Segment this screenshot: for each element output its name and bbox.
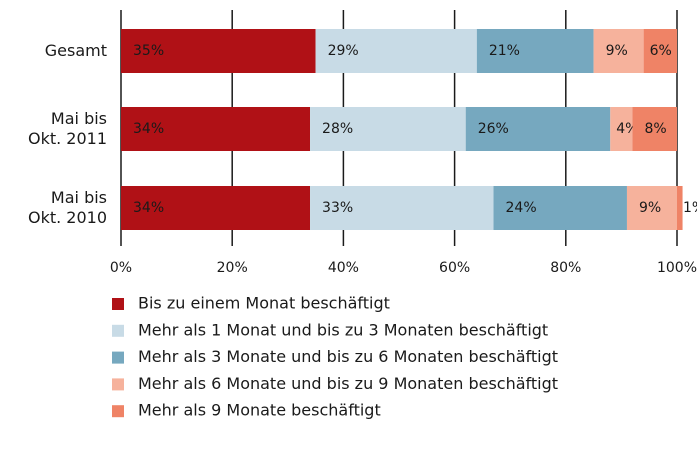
value-label: 24%	[506, 200, 537, 216]
bar-segment	[121, 186, 311, 230]
legend-label: Mehr als 6 Monate und bis zu 9 Monaten b…	[138, 374, 558, 393]
legend-label: Mehr als 1 Monat und bis zu 3 Monaten be…	[138, 320, 548, 339]
x-tick-label: 80%	[550, 260, 581, 276]
legend-swatch	[112, 378, 124, 391]
bar-segment	[310, 107, 466, 151]
category-label: Mai bis Okt. 2011	[28, 109, 107, 148]
category-line: Okt. 2011	[28, 129, 107, 148]
value-label: 28%	[322, 121, 353, 137]
value-label: 1%	[683, 200, 697, 216]
bar-segment	[315, 29, 477, 73]
legend-label: Mehr als 9 Monate beschäftigt	[138, 401, 381, 420]
x-tick-label: 20%	[217, 260, 248, 276]
legend-swatch	[112, 405, 124, 418]
value-label: 26%	[478, 121, 509, 137]
bar-segment	[493, 186, 627, 230]
bar-segment	[643, 29, 677, 73]
value-label: 9%	[606, 43, 628, 59]
value-label: 29%	[328, 43, 359, 59]
bar-segment	[632, 107, 677, 151]
value-label: 33%	[322, 200, 353, 216]
x-tick-label: 100%	[657, 260, 697, 276]
value-label: 21%	[489, 43, 520, 59]
x-tick-label: 60%	[439, 260, 470, 276]
bar-segment	[121, 107, 311, 151]
legend-swatch	[112, 324, 124, 337]
legend-swatch	[112, 298, 124, 310]
value-label: 8%	[645, 121, 667, 137]
bar-segment	[677, 186, 683, 230]
bar-segment	[476, 29, 594, 73]
value-label: 9%	[639, 200, 661, 216]
legend-swatch	[112, 351, 124, 364]
value-label: 6%	[650, 43, 672, 59]
legend-label: Mehr als 3 Monate und bis zu 6 Monaten b…	[138, 347, 558, 366]
category-line: Gesamt	[45, 41, 107, 60]
bar-segment	[626, 186, 677, 230]
category-line: Mai bis	[51, 109, 107, 128]
x-tick-label: 40%	[328, 260, 359, 276]
category-label: Mai bis Okt. 2010	[28, 188, 107, 227]
bar-segment	[593, 29, 644, 73]
value-label: 34%	[133, 121, 164, 137]
bar-segment	[121, 29, 316, 73]
bar-segment	[610, 107, 633, 151]
legend-label: Bis zu einem Monat beschäftigt	[138, 294, 390, 313]
value-label: 35%	[133, 43, 164, 59]
value-label: 34%	[133, 200, 164, 216]
category-label: Gesamt	[45, 41, 107, 60]
x-tick-label: 0%	[110, 260, 132, 276]
category-line: Mai bis	[51, 188, 107, 207]
bar-segment	[310, 186, 494, 230]
category-line: Okt. 2010	[28, 208, 107, 227]
bar-segment	[465, 107, 611, 151]
